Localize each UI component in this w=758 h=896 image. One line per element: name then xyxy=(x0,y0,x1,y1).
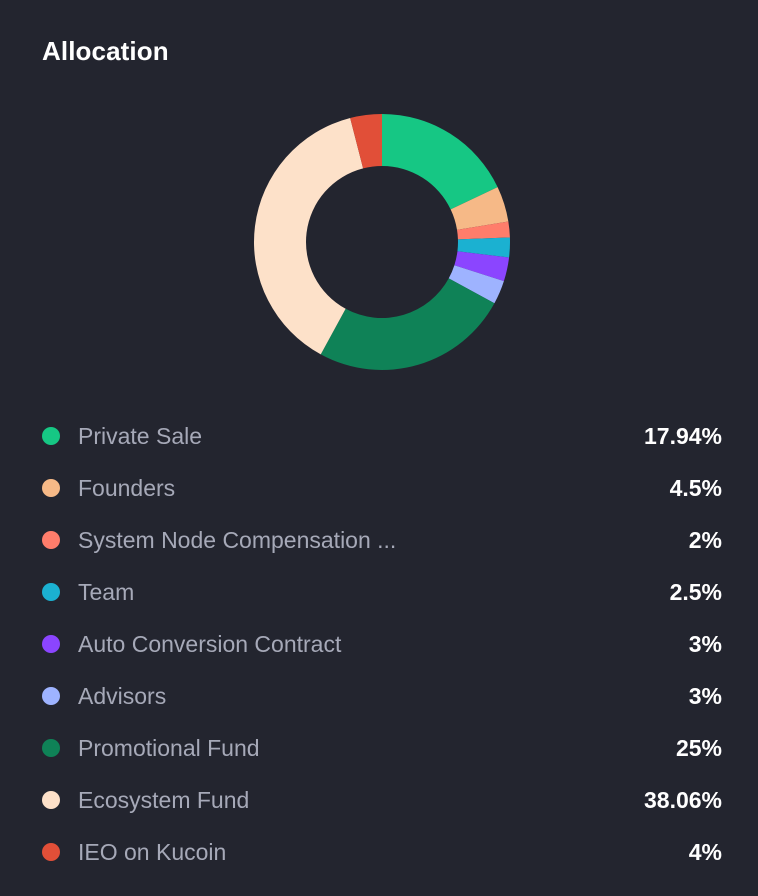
legend-item[interactable]: Advisors 3% xyxy=(42,670,722,722)
legend-color-dot xyxy=(42,427,60,445)
legend-item[interactable]: System Node Compensation ... 2% xyxy=(42,514,722,566)
allocation-donut-chart xyxy=(254,114,510,370)
legend-item[interactable]: Team 2.5% xyxy=(42,566,722,618)
legend-color-dot xyxy=(42,843,60,861)
legend-label: Ecosystem Fund xyxy=(78,786,250,813)
legend-value: 3% xyxy=(688,630,722,657)
legend-value: 38.06% xyxy=(643,786,722,813)
legend-value: 4.5% xyxy=(669,474,722,501)
legend-color-dot xyxy=(42,687,60,705)
legend-item[interactable]: IEO on Kucoin 4% xyxy=(42,826,722,878)
legend-label: IEO on Kucoin xyxy=(78,838,227,865)
donut-slice[interactable] xyxy=(457,237,510,258)
donut-slice[interactable] xyxy=(320,278,495,370)
legend-label: Auto Conversion Contract xyxy=(78,630,342,657)
legend-item[interactable]: Auto Conversion Contract 3% xyxy=(42,618,722,670)
legend-color-dot xyxy=(42,583,60,601)
legend-label: Private Sale xyxy=(78,422,203,449)
legend-item[interactable]: Founders 4.5% xyxy=(42,462,722,514)
legend-item[interactable]: Promotional Fund 25% xyxy=(42,722,722,774)
legend-color-dot xyxy=(42,531,60,549)
donut-slice[interactable] xyxy=(254,118,364,355)
allocation-title: Allocation xyxy=(42,36,169,66)
donut-slice[interactable] xyxy=(457,221,510,240)
legend-value: 2% xyxy=(688,526,722,553)
legend-item[interactable]: Ecosystem Fund 38.06% xyxy=(42,774,722,826)
legend-color-dot xyxy=(42,635,60,653)
legend-label: Founders xyxy=(78,474,176,501)
donut-slice[interactable] xyxy=(350,114,382,169)
legend-color-dot xyxy=(42,739,60,757)
legend-value: 4% xyxy=(688,838,722,865)
donut-slice[interactable] xyxy=(450,187,509,230)
legend-label: Advisors xyxy=(78,682,167,709)
legend-item[interactable]: Private Sale 17.94% xyxy=(42,410,722,462)
legend-label: Promotional Fund xyxy=(78,734,260,761)
legend-label: System Node Compensation ... xyxy=(78,526,397,553)
allocation-legend: Private Sale 17.94% Founders 4.5% System Nod… xyxy=(42,410,722,878)
donut-slice[interactable] xyxy=(448,265,504,304)
donut-slice[interactable] xyxy=(382,114,498,210)
legend-label: Team xyxy=(78,578,135,605)
legend-value: 25% xyxy=(675,734,722,761)
legend-value: 17.94% xyxy=(643,422,722,449)
legend-color-dot xyxy=(42,479,60,497)
legend-value: 3% xyxy=(688,682,722,709)
legend-color-dot xyxy=(42,791,60,809)
donut-slice[interactable] xyxy=(454,251,510,282)
legend-value: 2.5% xyxy=(669,578,722,605)
